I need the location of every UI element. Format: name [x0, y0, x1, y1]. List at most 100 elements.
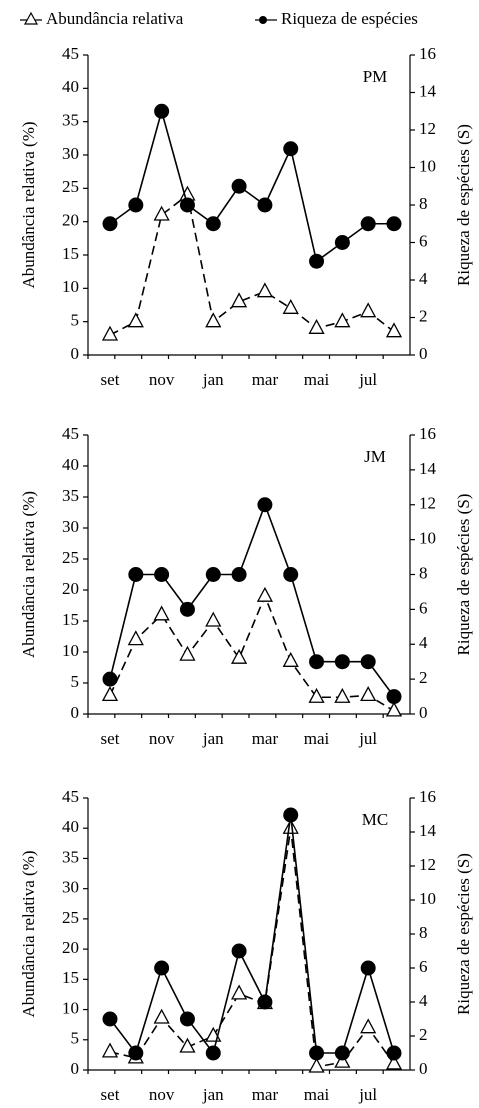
series-line — [109, 193, 395, 336]
data-point — [231, 648, 248, 664]
y-tick-label: 25 — [62, 548, 79, 567]
x-tick-label: mai — [304, 729, 330, 748]
data-point — [153, 1008, 170, 1024]
y2-tick-label: 6 — [419, 957, 428, 976]
y2-tick-label: 6 — [419, 231, 428, 250]
y2-tick-label: 10 — [419, 529, 436, 548]
data-point — [282, 818, 299, 834]
data-point — [102, 216, 118, 232]
data-point — [101, 325, 119, 341]
y-tick-label: 40 — [62, 817, 79, 836]
series-line — [109, 502, 395, 698]
y-tick-label: 10 — [62, 998, 79, 1017]
data-point — [128, 197, 144, 213]
data-point — [128, 1045, 144, 1061]
y-tick-label: 10 — [62, 641, 79, 660]
data-point — [179, 645, 196, 661]
y2-tick-label: 12 — [419, 119, 436, 138]
x-tick-label: jan — [202, 1085, 224, 1104]
x-tick-label: nov — [149, 1085, 175, 1104]
y-tick-label: 20 — [62, 938, 79, 957]
x-tick-label: jul — [358, 370, 377, 389]
data-point — [283, 567, 299, 582]
series-line — [109, 594, 395, 712]
data-point — [334, 687, 351, 703]
y-tick-label: 10 — [62, 277, 79, 296]
data-point — [334, 312, 351, 328]
y2-tick-label: 8 — [419, 563, 428, 582]
y2-tick-label: 2 — [419, 306, 428, 325]
y2-tick-label: 4 — [419, 633, 428, 652]
data-point — [101, 1042, 119, 1058]
data-point — [154, 567, 170, 582]
x-tick-label: jan — [202, 729, 224, 748]
y-tick-label: 30 — [62, 144, 79, 163]
y-tick-label: 40 — [62, 455, 79, 474]
data-point — [102, 1011, 118, 1027]
y-tick-label: 35 — [62, 847, 79, 866]
y2-tick-label: 14 — [419, 821, 437, 840]
y-tick-label: 0 — [71, 344, 80, 363]
y-tick-label: 20 — [62, 579, 79, 598]
x-tick-label: mar — [252, 1085, 279, 1104]
y2-tick-label: 4 — [419, 991, 428, 1010]
legend-label: Riqueza de espécies — [281, 9, 418, 28]
data-point — [308, 318, 325, 334]
data-point — [257, 497, 273, 513]
x-tick-label: set — [101, 729, 120, 748]
data-point — [154, 960, 170, 976]
data-point — [360, 686, 377, 702]
y-tick-label: 25 — [62, 908, 79, 927]
data-point — [309, 1045, 325, 1061]
data-point — [385, 701, 403, 717]
y-tick-label: 35 — [62, 111, 79, 130]
legend-marker — [259, 16, 267, 24]
y2-tick-label: 14 — [419, 81, 437, 100]
y2-tick-label: 10 — [419, 889, 436, 908]
x-tick-label: mai — [304, 1085, 330, 1104]
data-point — [283, 807, 299, 823]
data-point — [360, 1018, 377, 1034]
data-point — [102, 671, 118, 687]
y-tick-label: 0 — [71, 1059, 80, 1078]
y-tick-label: 45 — [62, 787, 79, 806]
data-point — [308, 687, 325, 703]
y2-tick-label: 0 — [419, 344, 428, 363]
series-line — [109, 828, 395, 1068]
data-point — [205, 216, 221, 232]
y2-tick-label: 8 — [419, 923, 428, 942]
data-point — [231, 567, 247, 582]
y2-tick-label: 12 — [419, 494, 436, 513]
data-point — [283, 141, 299, 157]
y2-tick-label: 16 — [419, 424, 436, 443]
series-line — [109, 108, 394, 263]
x-tick-label: set — [101, 370, 120, 389]
data-point — [231, 984, 248, 1000]
y-tick-label: 15 — [62, 244, 79, 263]
data-point — [360, 654, 376, 670]
x-tick-label: nov — [149, 729, 175, 748]
y2-tick-label: 16 — [419, 44, 436, 63]
series-line — [109, 814, 395, 1055]
x-tick-label: nov — [149, 370, 175, 389]
y2-tick-label: 2 — [419, 668, 428, 687]
y-tick-label: 5 — [71, 1029, 80, 1048]
data-point — [179, 1037, 196, 1053]
y-tick-label: 15 — [62, 968, 79, 987]
data-point — [256, 282, 273, 298]
x-tick-label: jan — [202, 370, 224, 389]
data-point — [231, 292, 248, 308]
data-point — [385, 322, 403, 338]
y2-tick-label: 0 — [419, 1059, 428, 1078]
legend-label: Abundância relativa — [46, 9, 184, 28]
y-tick-label: 35 — [62, 486, 79, 505]
y-axis-label: Abundância relativa (%) — [19, 850, 38, 1017]
data-point — [231, 178, 247, 194]
y2-tick-label: 16 — [419, 787, 436, 806]
data-point — [385, 1054, 403, 1070]
data-point — [309, 253, 325, 269]
y-tick-label: 25 — [62, 177, 79, 196]
panel-label: PM — [363, 67, 388, 86]
x-tick-label: jul — [358, 729, 377, 748]
x-tick-label: mar — [252, 729, 279, 748]
